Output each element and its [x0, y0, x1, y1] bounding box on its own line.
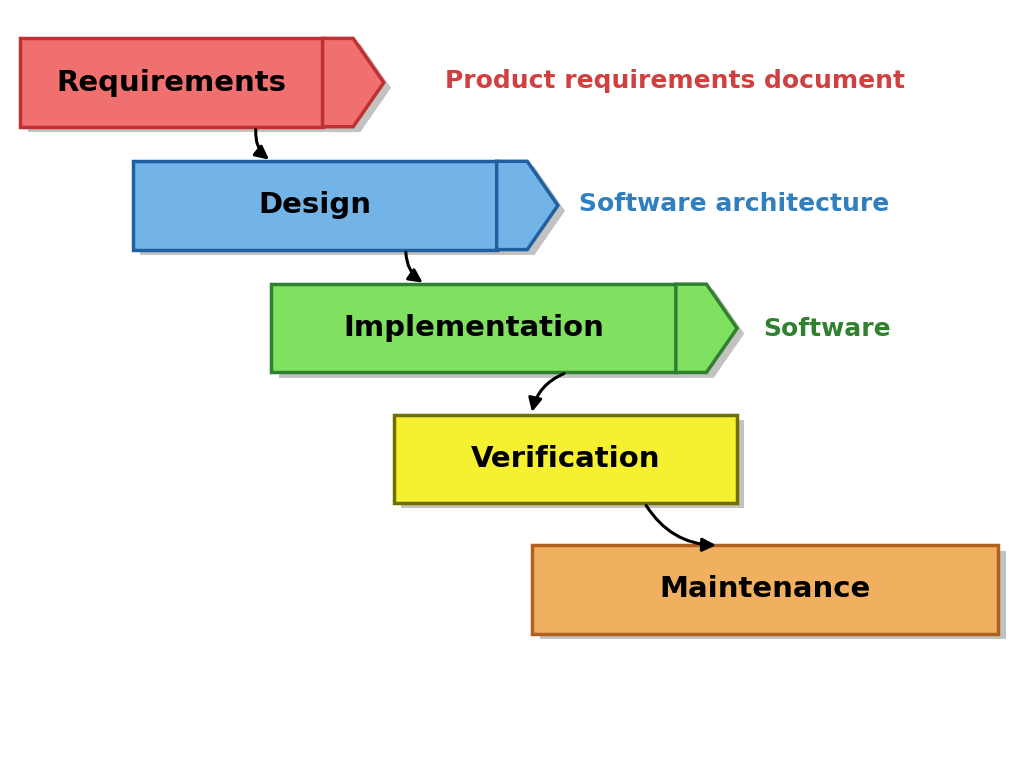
Polygon shape	[504, 167, 565, 255]
Text: Requirements: Requirements	[56, 68, 287, 97]
FancyBboxPatch shape	[20, 38, 323, 127]
Text: Product requirements document: Product requirements document	[445, 68, 905, 93]
Text: Verification: Verification	[471, 445, 660, 473]
Text: Implementation: Implementation	[343, 314, 604, 343]
FancyBboxPatch shape	[401, 420, 744, 508]
FancyBboxPatch shape	[28, 44, 330, 132]
FancyBboxPatch shape	[133, 161, 497, 250]
Polygon shape	[330, 44, 391, 132]
FancyBboxPatch shape	[540, 551, 1006, 639]
Text: Design: Design	[258, 191, 372, 220]
FancyBboxPatch shape	[532, 545, 998, 634]
Polygon shape	[497, 161, 558, 250]
Polygon shape	[683, 290, 744, 378]
Polygon shape	[323, 38, 384, 127]
FancyBboxPatch shape	[394, 415, 737, 503]
Text: Maintenance: Maintenance	[659, 575, 871, 604]
Polygon shape	[676, 284, 737, 372]
FancyBboxPatch shape	[279, 290, 683, 378]
Text: Software: Software	[763, 316, 891, 341]
FancyBboxPatch shape	[140, 167, 504, 255]
FancyBboxPatch shape	[271, 284, 676, 372]
Text: Software architecture: Software architecture	[579, 191, 889, 216]
